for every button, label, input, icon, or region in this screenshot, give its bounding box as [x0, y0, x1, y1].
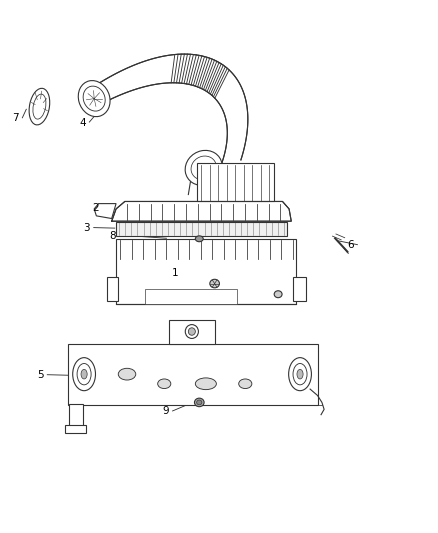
Ellipse shape [83, 86, 105, 111]
Ellipse shape [195, 236, 203, 242]
Bar [116, 222, 287, 236]
Ellipse shape [29, 88, 50, 125]
Ellipse shape [210, 279, 219, 288]
Ellipse shape [239, 379, 252, 389]
Ellipse shape [73, 358, 95, 391]
Ellipse shape [185, 325, 198, 338]
Ellipse shape [197, 400, 202, 405]
Polygon shape [94, 204, 116, 219]
Text: 6: 6 [347, 240, 354, 250]
Text: 2: 2 [92, 204, 99, 213]
Ellipse shape [191, 156, 216, 180]
Bar [69, 404, 83, 432]
Bar [107, 277, 118, 301]
Ellipse shape [81, 369, 87, 379]
Ellipse shape [33, 94, 46, 119]
Ellipse shape [188, 328, 195, 335]
Bar [145, 289, 237, 304]
Bar [293, 277, 306, 301]
Ellipse shape [185, 150, 222, 185]
Text: 8: 8 [110, 231, 117, 240]
Bar [197, 163, 274, 201]
Ellipse shape [274, 291, 282, 297]
Ellipse shape [289, 358, 311, 391]
Ellipse shape [293, 364, 307, 385]
Ellipse shape [194, 398, 204, 407]
Polygon shape [88, 54, 248, 171]
Bar [169, 320, 215, 344]
Ellipse shape [195, 378, 216, 390]
Ellipse shape [158, 379, 171, 389]
Text: 3: 3 [83, 223, 90, 233]
Text: 5: 5 [37, 370, 44, 380]
Text: 1: 1 [172, 269, 179, 278]
Ellipse shape [77, 364, 91, 385]
Bar [116, 239, 296, 304]
Polygon shape [112, 201, 291, 221]
Ellipse shape [78, 80, 110, 117]
Bar [65, 425, 86, 433]
Ellipse shape [297, 369, 303, 379]
Text: 7: 7 [12, 114, 19, 123]
Bar [68, 344, 318, 405]
Text: 9: 9 [162, 407, 169, 416]
Text: 4: 4 [79, 118, 86, 127]
Ellipse shape [118, 368, 136, 380]
